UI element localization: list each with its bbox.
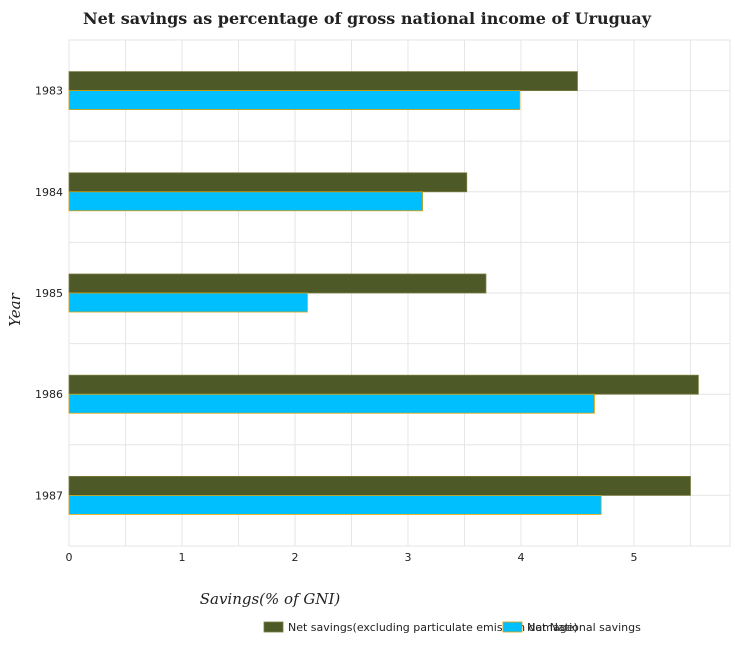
y-tick-label: 1984 (35, 186, 63, 199)
x-tick-label: 1 (178, 551, 185, 564)
bar-net-savings-excl-1987 (68, 475, 691, 496)
bar-net-national-savings-1984 (68, 191, 424, 212)
bar-net-savings-excl-1983 (68, 71, 578, 91)
x-tick-label: 4 (517, 551, 524, 564)
bar-net-national-savings-1986 (68, 393, 595, 414)
legend-swatch (502, 621, 523, 633)
legend: Net savings(excluding particulate emissi… (263, 621, 641, 634)
y-tick-label: 1987 (35, 489, 63, 502)
legend-swatch (263, 621, 284, 633)
y-axis-label: Year (6, 292, 24, 326)
bar-net-savings-excl-1984 (68, 172, 468, 193)
bar-net-national-savings-1983 (68, 90, 521, 110)
y-tick-label: 1983 (35, 85, 63, 98)
x-axis-label: Savings(% of GNI) (200, 590, 341, 608)
bar-net-savings-excl-1986 (68, 374, 699, 395)
x-tick-label: 2 (291, 551, 298, 564)
bar-net-national-savings-1985 (68, 292, 308, 313)
legend-label: Net National savings (527, 621, 641, 634)
bar-net-national-savings-1987 (68, 494, 602, 515)
x-tick-label: 0 (66, 551, 73, 564)
x-tick-label: 5 (630, 551, 637, 564)
chart-title: Net savings as percentage of gross natio… (83, 9, 652, 28)
axes: 1983 1984 1985 1986 1987 0 1 2 3 4 5 (35, 85, 637, 564)
bar-net-savings-excl-1985 (68, 273, 487, 294)
y-tick-label: 1986 (35, 388, 63, 401)
x-tick-label: 3 (404, 551, 411, 564)
y-tick-label: 1985 (35, 287, 63, 300)
bars (68, 71, 699, 515)
